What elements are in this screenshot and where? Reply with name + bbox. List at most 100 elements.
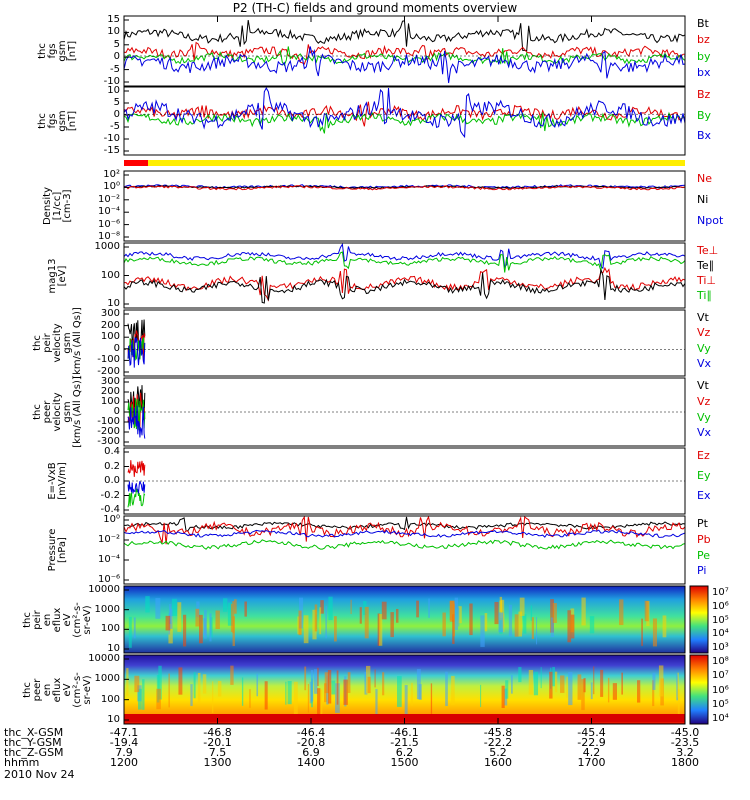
ion-spectrogram-streak <box>458 606 462 624</box>
panel-frame-peir_vel <box>123 309 686 377</box>
axis-value: -46.1 <box>390 726 419 739</box>
ion-spectrogram-streak <box>222 598 228 612</box>
colorbar-tick: 10⁶ <box>712 600 729 612</box>
panel-ylabel-density: Density [1/cc] [cm-3] <box>42 166 73 246</box>
legend-peir_vel-1: Vz <box>697 326 711 340</box>
electron-spectrogram-streak <box>331 680 336 695</box>
trace-Bz <box>123 101 686 127</box>
y-tick-label: -100 <box>97 416 120 427</box>
axis-value: 1600 <box>484 756 512 769</box>
y-tick-label: 300 <box>100 376 120 387</box>
axis-value: 1300 <box>203 756 232 769</box>
electron-spectrogram-streak <box>212 681 214 713</box>
y-tick-label: 100 <box>100 269 120 281</box>
electron-spectrogram-streak <box>621 672 623 695</box>
y-tick-label: 0.0 <box>104 475 120 486</box>
electron-colorbar <box>689 654 709 725</box>
electron-spectrogram-streak <box>256 673 259 697</box>
panel-ylabel-peer_spec: thc peer en eflux eV (cm²-s-sr-eV) <box>22 650 93 730</box>
electron-spectrogram-streak <box>607 677 610 703</box>
electron-spectrogram-streak <box>178 667 183 695</box>
electron-spectrogram-streak <box>583 678 586 693</box>
panel-frame-pressure <box>123 515 686 585</box>
quality-bar-yellow <box>148 160 685 166</box>
ion-spectrogram-streak <box>390 612 394 638</box>
axis-row-label: hhmm <box>4 756 40 769</box>
electron-spectrogram-streak <box>336 670 339 705</box>
panel-ylabel-fgs_gsm: thc fgs gsm [nT] <box>37 11 78 91</box>
electron-spectrogram-streak <box>404 685 408 715</box>
electron-spectrogram-streak <box>533 671 539 696</box>
electron-spectrogram-streak <box>528 669 534 695</box>
axis-row-label: thc_Y-GSM <box>4 736 62 749</box>
ion-spectrogram-streak <box>519 597 525 616</box>
electron-spectrogram-streak <box>540 667 542 689</box>
ion-spectrogram-streak <box>589 616 595 634</box>
colorbar-tick: 10⁸ <box>712 656 729 667</box>
electron-spectrogram-streak <box>217 680 222 697</box>
electron-spectrogram-streak <box>156 688 161 710</box>
electron-spectrogram-streak <box>343 679 348 705</box>
electron-spectrogram-streak <box>652 680 655 707</box>
electron-spectrogram-streak <box>676 674 678 701</box>
axis-row-label: thc_Z-GSM <box>4 746 64 759</box>
electron-spectrogram-streak <box>193 672 196 699</box>
trace-Ne <box>123 185 686 191</box>
ion-spectrogram-streak <box>484 613 488 632</box>
legend-fgs_gsm-3: bx <box>697 65 711 79</box>
axis-value: -22.9 <box>577 736 606 749</box>
trace-Te-par <box>123 269 686 304</box>
axis-value: -20.8 <box>296 736 326 749</box>
y-tick-label: 10 <box>107 298 120 309</box>
y-tick-label: 10⁰ <box>103 181 120 193</box>
ion-spectrogram-streak <box>312 609 317 640</box>
panel-ylabel-efield: E=-VxB [mV/m] <box>47 441 68 521</box>
axis-value: -23.5 <box>670 736 700 749</box>
y-tick-label: -5 <box>110 63 120 75</box>
panel-frame-temperature <box>123 242 686 309</box>
electron-spectrogram-streak <box>364 671 368 695</box>
electron-spectrogram-streak <box>241 677 244 706</box>
ion-spectrogram-streak <box>469 603 473 636</box>
panel-frame-peir_spec <box>123 585 686 654</box>
panel-ylabel-peir_vel: thc peir velocity gsm [km/s (All Qs)] <box>32 303 83 383</box>
trace-Pi <box>123 529 686 538</box>
burst-Vt-ion <box>127 319 146 350</box>
ion-spectrogram-streak <box>325 606 327 639</box>
electron-spectrogram-streak <box>293 681 298 715</box>
legend-fgs_gsm2-0: Bz <box>697 88 711 101</box>
trace-Te-perp <box>123 266 686 302</box>
ion-spectrogram-streak <box>350 599 352 615</box>
y-tick-label: 100 <box>100 396 120 407</box>
ion-spectrogram-streak <box>498 612 504 633</box>
colorbar-tick: 10⁶ <box>712 684 729 696</box>
electron-spectrogram-streak <box>637 680 641 703</box>
y-tick-label: 100 <box>100 693 120 705</box>
electron-spectrogram-streak <box>658 665 664 697</box>
ion-spectrogram-streak <box>203 609 207 639</box>
y-tick-label: 5 <box>113 38 120 50</box>
ion-spectrogram-streak <box>494 601 499 625</box>
y-tick-label: 0 <box>113 51 120 63</box>
ion-spectrogram-streak <box>535 617 538 645</box>
axis-value: -21.5 <box>390 736 419 749</box>
y-tick-label: 0.4 <box>104 446 120 457</box>
y-tick-label: 10000 <box>88 584 120 595</box>
panel-ylabel-peir_spec: thc peir en eflux eV (cm²-s-sr-eV) <box>22 580 93 660</box>
legend-temperature-1: Te∥ <box>697 259 715 273</box>
trace-Bt <box>123 20 686 52</box>
electron-spectrogram-streak <box>554 671 558 693</box>
colorbar-tick: 10⁵ <box>712 614 729 626</box>
y-tick-label: -200 <box>97 366 120 377</box>
burst-Vx-ion <box>127 337 146 368</box>
electron-spectrogram-streak <box>314 669 318 694</box>
panel-frame-density <box>123 170 686 242</box>
electron-spectrogram-streak <box>156 674 160 703</box>
burst-Vy-ion <box>127 337 146 361</box>
ion-spectrogram-streak <box>570 614 575 639</box>
ion-spectrogram-streak <box>320 600 324 614</box>
axis-value: 7.5 <box>208 746 227 759</box>
colorbar-tick: 10⁴ <box>712 713 729 724</box>
ion-spectrogram-streak <box>662 615 667 638</box>
ion-spectrogram-streak <box>145 596 150 613</box>
